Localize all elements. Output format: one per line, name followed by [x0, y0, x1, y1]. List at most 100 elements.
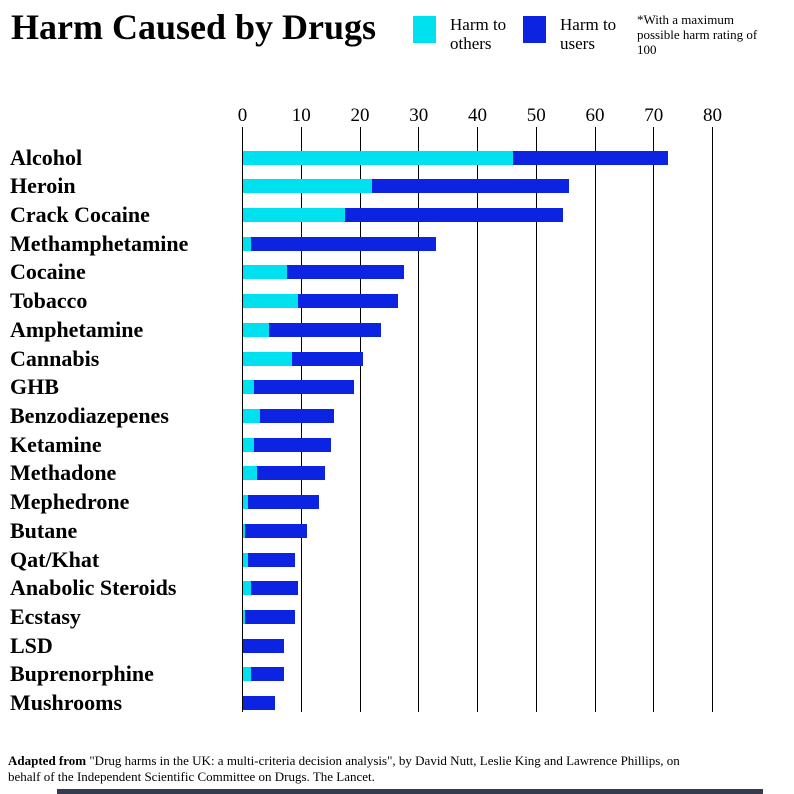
bar-cannabis [242, 351, 363, 366]
category-label-lsd: LSD [10, 632, 53, 658]
bar-crack-cocaine-harm-to-users [345, 207, 563, 222]
bar-cannabis-harm-to-others [242, 351, 293, 366]
category-label-benzodiazepenes: Benzodiazepenes [10, 402, 169, 428]
bar-mephedrone [242, 495, 319, 510]
source-attribution-text: "Drug harms in the UK: a multi-criteria … [8, 753, 680, 784]
category-label-methadone: Methadone [10, 460, 117, 486]
bar-benzodiazepenes-harm-to-users [260, 408, 334, 423]
category-label-ghb: GHB [10, 374, 59, 400]
bar-crack-cocaine [242, 207, 563, 222]
gridline-20 [359, 127, 361, 712]
bar-alcohol-harm-to-others [242, 150, 513, 165]
bar-crack-cocaine-harm-to-others [242, 207, 346, 222]
bar-ketamine-harm-to-others [242, 437, 255, 452]
bar-ghb [242, 380, 355, 395]
bar-lsd-harm-to-users [242, 638, 284, 653]
bar-heroin [242, 179, 569, 194]
bar-ecstasy [242, 610, 296, 625]
category-label-amphetamine: Amphetamine [10, 316, 144, 342]
gridline-70 [653, 127, 655, 712]
bar-anabolic-steroids-harm-to-users [251, 581, 299, 596]
axis-tick-label-20: 20 [350, 105, 370, 126]
bar-mephedrone-harm-to-users [248, 495, 319, 510]
bar-buprenorphine-harm-to-others [242, 667, 252, 682]
gridline-30 [418, 127, 420, 712]
source-attribution-prefix: Adapted from [8, 753, 87, 768]
category-label-heroin: Heroin [10, 173, 76, 199]
axis-tick-label-40: 40 [468, 105, 487, 126]
bar-ketamine [242, 437, 331, 452]
bar-ecstasy-harm-to-others [242, 610, 246, 625]
bar-tobacco-harm-to-others [242, 294, 299, 309]
gridline-60 [594, 127, 596, 712]
gridline-50 [535, 127, 537, 712]
bar-butane-harm-to-users [245, 523, 308, 538]
bar-benzodiazepenes-harm-to-others [242, 408, 261, 423]
bar-ghb-harm-to-users [254, 380, 355, 395]
bar-amphetamine [242, 322, 381, 337]
category-label-cannabis: Cannabis [10, 345, 100, 371]
bar-buprenorphine-harm-to-users [251, 667, 284, 682]
bar-amphetamine-harm-to-others [242, 322, 269, 337]
bar-benzodiazepenes [242, 408, 334, 423]
bar-methadone-harm-to-others [242, 466, 258, 481]
source-attribution: Adapted from "Drug harms in the UK: a mu… [8, 753, 680, 784]
category-label-ecstasy: Ecstasy [10, 604, 81, 630]
bar-anabolic-steroids [242, 581, 299, 596]
bar-butane-harm-to-others [242, 523, 246, 538]
category-label-ketamine: Ketamine [10, 431, 102, 457]
bar-methamphetamine-harm-to-users [251, 236, 437, 251]
axis-tick-label-50: 50 [526, 105, 546, 126]
category-label-buprenorphine: Buprenorphine [10, 661, 154, 687]
chart-title: Harm Caused by Drugs [11, 7, 377, 47]
bar-methadone-harm-to-users [257, 466, 325, 481]
bar-tobacco [242, 294, 399, 309]
bar-buprenorphine [242, 667, 284, 682]
bar-qat-khat-harm-to-others [242, 552, 249, 567]
category-label-qat-khat: Qat/Khat [10, 546, 100, 572]
gridline-80 [712, 127, 713, 712]
bar-methamphetamine-harm-to-others [242, 236, 252, 251]
axis-tick-label-70: 70 [644, 105, 664, 126]
legend-label-harm-to-users: Harm to users [560, 15, 617, 53]
bar-methadone [242, 466, 325, 481]
bar-anabolic-steroids-harm-to-others [242, 581, 252, 596]
category-label-butane: Butane [10, 517, 78, 543]
bar-cocaine-harm-to-others [242, 265, 287, 280]
bar-butane [242, 523, 308, 538]
bar-alcohol [242, 150, 669, 165]
bar-heroin-harm-to-users [371, 179, 569, 194]
bar-lsd [242, 638, 284, 653]
bar-amphetamine-harm-to-users [268, 322, 381, 337]
legend-swatch-harm-to-users-icon [523, 16, 546, 43]
bar-alcohol-harm-to-users [512, 150, 669, 165]
legend-label-harm-to-others: Harm to others [450, 15, 507, 53]
category-label-anabolic-steroids: Anabolic Steroids [10, 575, 177, 601]
category-label-tobacco: Tobacco [10, 288, 88, 314]
bar-qat-khat-harm-to-users [248, 552, 296, 567]
bar-mushrooms [242, 696, 275, 711]
category-label-cocaine: Cocaine [10, 259, 86, 285]
axis-tick-label-60: 60 [585, 105, 605, 126]
bar-cannabis-harm-to-users [292, 351, 363, 366]
bar-tobacco-harm-to-users [298, 294, 399, 309]
legend-swatch-harm-to-others-icon [413, 16, 436, 43]
category-label-alcohol: Alcohol [10, 144, 83, 170]
max-rating-note: *With a maximum possible harm rating of … [637, 12, 758, 57]
bar-ghb-harm-to-others [242, 380, 255, 395]
axis-tick-label-80: 80 [703, 105, 722, 126]
category-label-crack-cocaine: Crack Cocaine [10, 201, 150, 227]
bar-mephedrone-harm-to-others [242, 495, 249, 510]
bottom-edge-strip [57, 789, 763, 794]
bar-methamphetamine [242, 236, 437, 251]
bar-cocaine-harm-to-users [286, 265, 405, 280]
gridline-40 [477, 127, 478, 712]
category-label-mushrooms: Mushrooms [10, 690, 123, 716]
bar-ecstasy-harm-to-users [245, 610, 296, 625]
bar-mushrooms-harm-to-users [242, 696, 275, 711]
bar-qat-khat [242, 552, 296, 567]
bar-ketamine-harm-to-users [254, 437, 331, 452]
category-label-methamphetamine: Methamphetamine [10, 230, 189, 256]
axis-tick-label-0: 0 [237, 105, 248, 126]
bar-cocaine [242, 265, 405, 280]
